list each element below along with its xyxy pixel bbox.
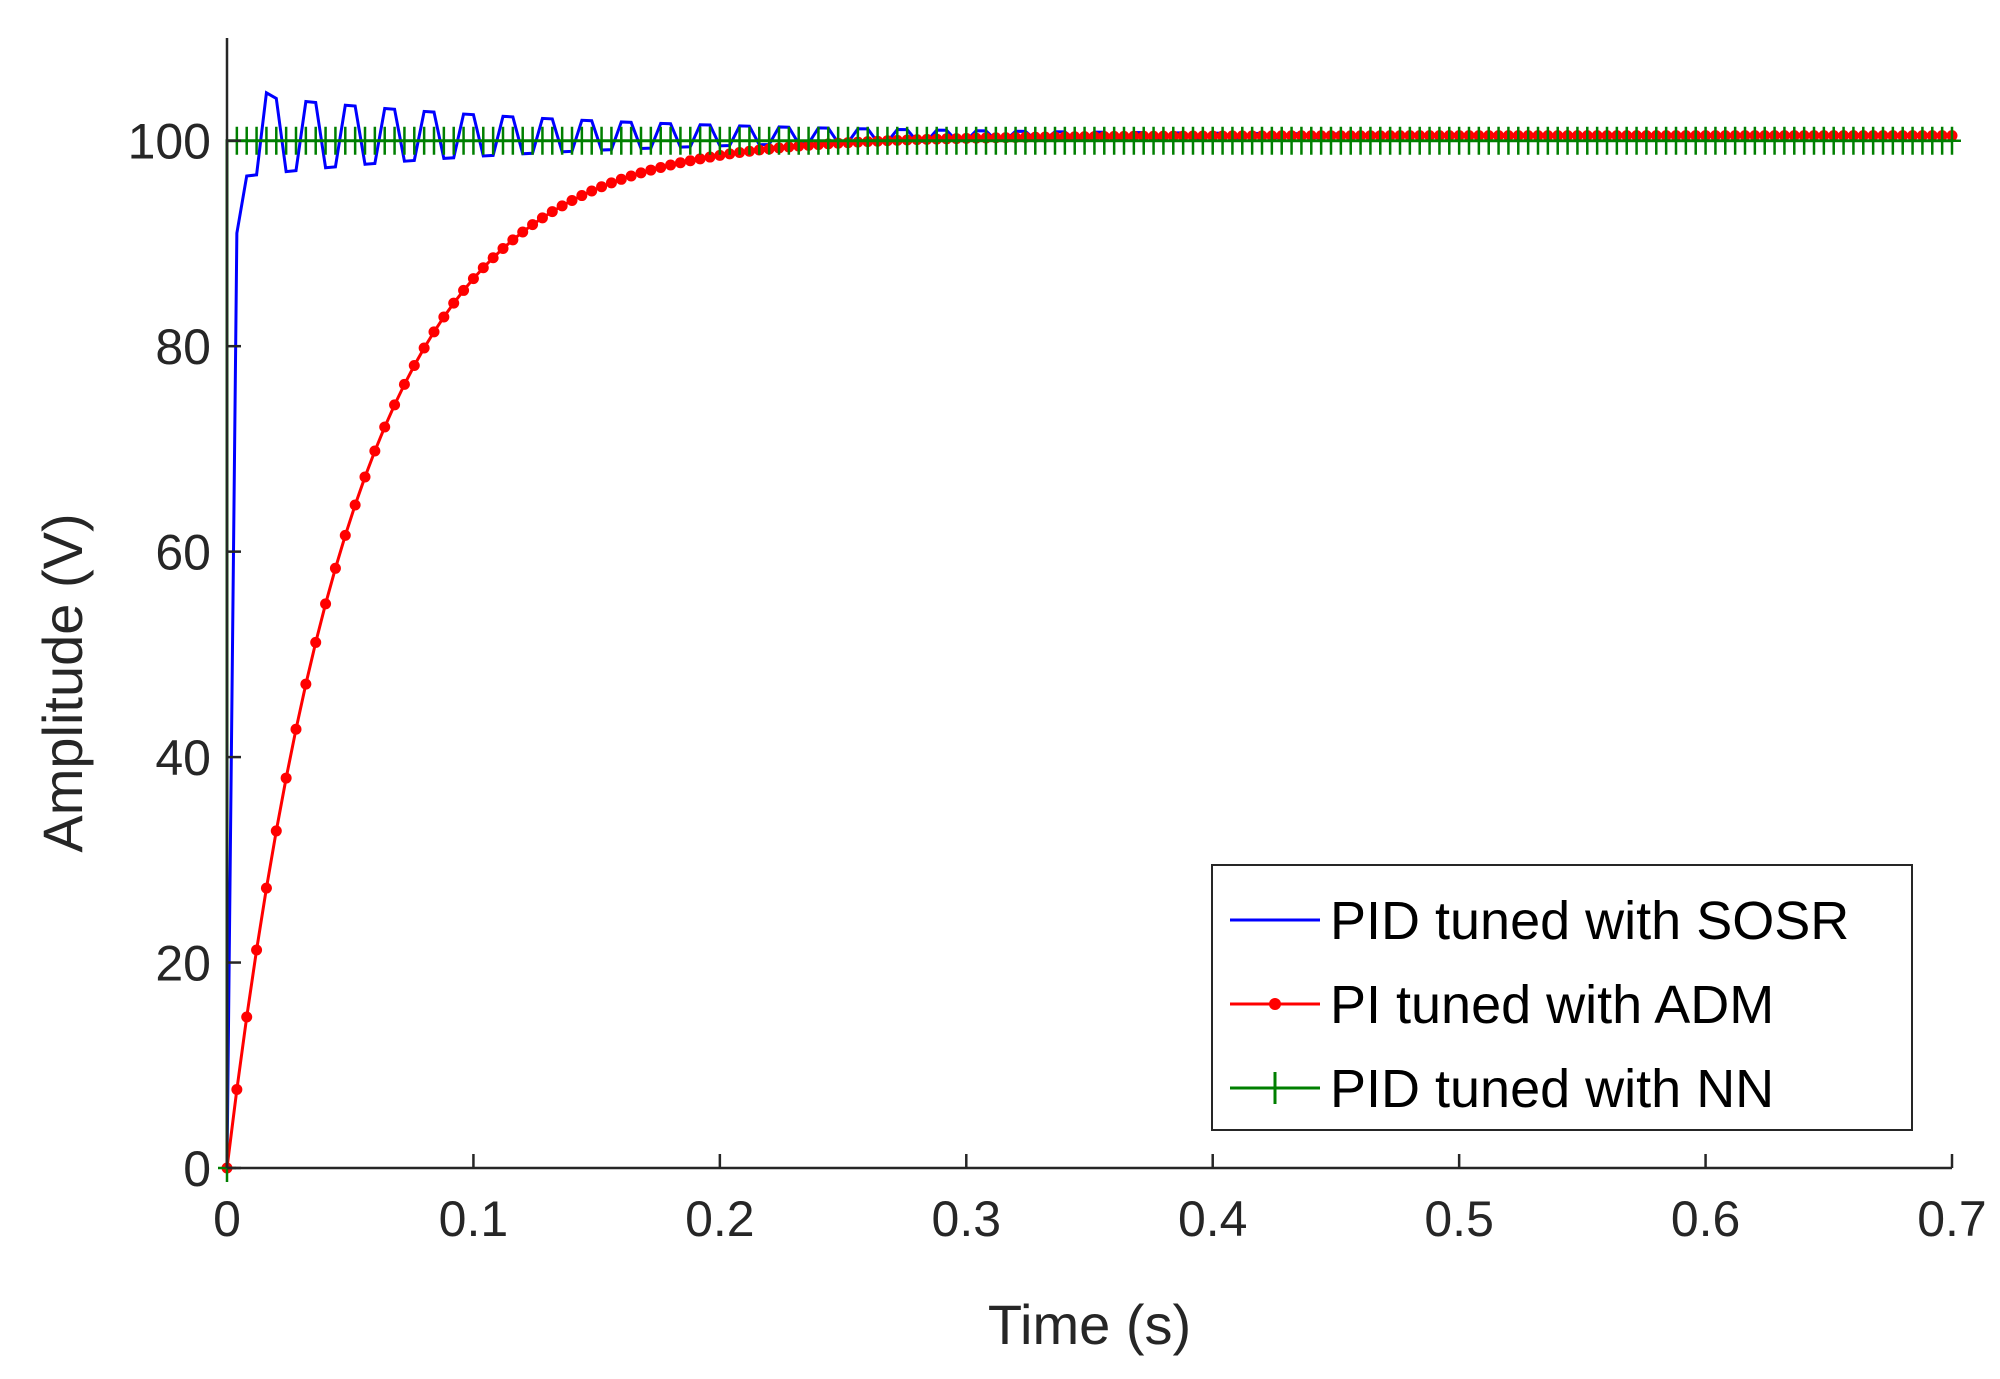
data-point	[408, 359, 420, 371]
legend: PID tuned with SOSR PI tuned with ADM PID …	[1211, 864, 1913, 1131]
legend-entry-2: PI tuned with ADM	[1230, 975, 1774, 1035]
data-point	[596, 181, 608, 193]
legend-entries: PID tuned with SOSR PI tuned with ADM PID …	[1230, 891, 1849, 1119]
data-point	[339, 529, 351, 541]
legend-label: PI tuned with ADM	[1330, 975, 1774, 1035]
data-point	[251, 944, 263, 956]
data-point	[310, 636, 322, 648]
x-tick-label: 0.2	[685, 1191, 755, 1247]
data-point	[270, 825, 282, 837]
data-point	[369, 445, 381, 457]
legend-label: PID tuned with SOSR	[1330, 891, 1849, 951]
data-point	[280, 772, 292, 784]
data-point	[448, 297, 460, 309]
data-point	[684, 155, 696, 167]
data-point	[418, 342, 430, 354]
data-point	[635, 167, 647, 179]
y-tick-label: 20	[155, 936, 211, 992]
data-point	[694, 153, 706, 165]
data-point	[546, 206, 558, 218]
data-point	[359, 471, 371, 483]
data-point	[428, 326, 440, 338]
data-point	[458, 284, 470, 296]
axes-layer: 0 0.1 0.2 0.3 0.4 0.5 0.6 0.7 0 20 40 60 80 100	[128, 38, 1987, 1247]
data-point	[536, 212, 548, 224]
legend-box	[1211, 864, 1913, 1131]
data-point	[576, 190, 588, 202]
data-point	[467, 273, 479, 285]
data-point	[487, 252, 499, 264]
legend-entry-3: PID tuned with NN	[1230, 1059, 1774, 1119]
data-point	[556, 200, 568, 212]
series-3	[218, 126, 1961, 1182]
x-tick-label: 0.3	[932, 1191, 1002, 1247]
x-tick-label: 0.4	[1178, 1191, 1248, 1247]
data-point	[300, 678, 312, 690]
legend-entry-1: PID tuned with SOSR	[1230, 891, 1849, 951]
legend-label: PID tuned with NN	[1330, 1059, 1774, 1119]
x-tick-label: 0	[213, 1191, 241, 1247]
y-tick-label: 40	[155, 730, 211, 786]
data-point	[231, 1084, 243, 1096]
data-point	[477, 262, 489, 274]
data-point	[674, 157, 686, 169]
y-tick-label: 60	[155, 525, 211, 581]
data-point	[615, 173, 627, 185]
data-point	[655, 161, 667, 173]
y-tick-label: 0	[183, 1141, 211, 1197]
data-point	[586, 185, 598, 197]
x-tick-label: 0.6	[1671, 1191, 1741, 1247]
data-point	[704, 151, 716, 163]
y-axis-title: Amplitude (V)	[31, 513, 94, 852]
data-point	[241, 1011, 253, 1023]
data-point	[517, 226, 529, 238]
legend-marker	[1269, 998, 1281, 1010]
data-point	[645, 164, 657, 176]
series-layer	[218, 90, 1961, 1182]
x-tick-label: 0.1	[439, 1191, 509, 1247]
data-point	[349, 499, 361, 511]
data-point	[260, 882, 272, 894]
y-tick-label: 80	[155, 319, 211, 375]
data-point	[605, 177, 617, 189]
x-axis-title: Time (s)	[988, 1293, 1191, 1356]
data-point	[527, 219, 539, 231]
x-tick-label: 0.5	[1424, 1191, 1494, 1247]
x-tick-label: 0.7	[1917, 1191, 1987, 1247]
data-point	[398, 378, 410, 390]
data-point	[290, 723, 302, 735]
data-point	[389, 399, 401, 411]
data-point	[379, 421, 391, 433]
y-tick-label: 100	[128, 114, 211, 170]
data-point	[665, 159, 677, 171]
data-point	[714, 149, 726, 161]
data-point	[438, 311, 450, 323]
data-point	[625, 170, 637, 182]
data-point	[507, 234, 519, 246]
data-point	[1943, 126, 1961, 155]
data-point	[320, 598, 332, 610]
data-point	[566, 194, 578, 206]
data-point	[497, 242, 509, 254]
data-point	[329, 562, 341, 574]
legend-marker	[1263, 1072, 1287, 1104]
